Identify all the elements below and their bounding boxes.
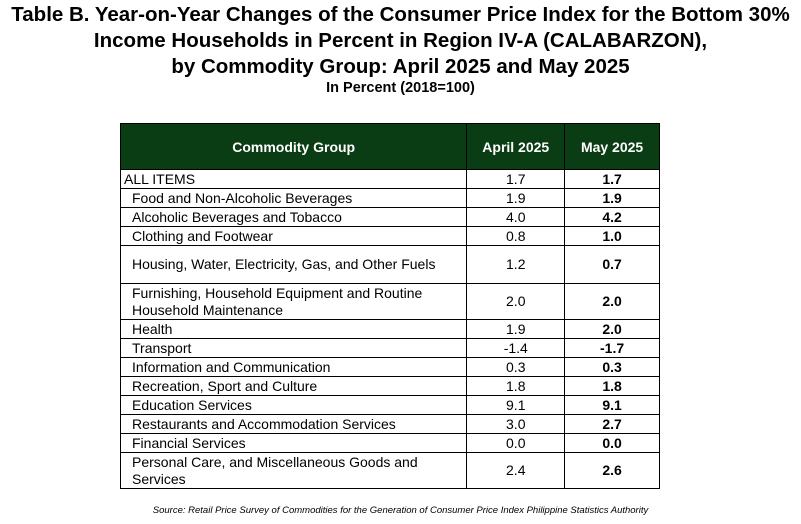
row-label: Furnishing, Household Equipment and Rout… (119, 283, 468, 320)
header-commodity-group: Commodity Group (119, 123, 468, 170)
header-row: Commodity Group April 2025 May 2025 (119, 123, 660, 170)
may-value: 9.1 (564, 395, 660, 415)
may-value: 1.9 (564, 188, 660, 208)
may-value: 2.0 (564, 319, 660, 339)
april-value: 9.1 (466, 395, 566, 415)
row-label: Transport (119, 338, 468, 358)
cpi-table: Commodity Group April 2025 May 2025 ALL … (119, 123, 660, 489)
may-value: 0.3 (564, 357, 660, 377)
table-subtitle: In Percent (2018=100) (326, 80, 475, 96)
table-title: Table B. Year-on-Year Changes of the Con… (0, 2, 801, 80)
row-label: Recreation, Sport and Culture (119, 376, 468, 396)
row-label: Alcoholic Beverages and Tobacco (119, 207, 468, 227)
april-value: 4.0 (466, 207, 566, 227)
april-value: 0.0 (466, 433, 566, 453)
april-value: 3.0 (466, 414, 566, 434)
row-label: Food and Non-Alcoholic Beverages (119, 188, 468, 208)
may-value: 0.0 (564, 433, 660, 453)
source-note: Source: Retail Price Survey of Commoditi… (152, 505, 649, 516)
table-row: Financial Services 0.0 0.0 (119, 433, 660, 453)
may-value: 2.7 (564, 414, 660, 434)
table-row: Recreation, Sport and Culture 1.8 1.8 (119, 376, 660, 396)
title-line-1: Table B. Year-on-Year Changes of the Con… (11, 3, 790, 26)
april-value: 0.3 (466, 357, 566, 377)
april-value: 1.9 (466, 188, 566, 208)
april-value: 2.4 (466, 452, 566, 489)
table-row: Information and Communication 0.3 0.3 (119, 357, 660, 377)
row-label: Personal Care, and Miscellaneous Goods a… (119, 452, 468, 489)
may-value: 1.8 (564, 376, 660, 396)
table-row: Alcoholic Beverages and Tobacco 4.0 4.2 (119, 207, 660, 227)
row-label: Health (119, 319, 468, 339)
row-label: Clothing and Footwear (119, 226, 468, 246)
table-row: Housing, Water, Electricity, Gas, and Ot… (119, 245, 660, 284)
table-row: Clothing and Footwear 0.8 1.0 (119, 226, 660, 246)
row-label: ALL ITEMS (119, 169, 468, 189)
table-row: Health 1.9 2.0 (119, 319, 660, 339)
table-row: Personal Care, and Miscellaneous Goods a… (119, 452, 660, 489)
may-value: 2.0 (564, 283, 660, 320)
table-row: Restaurants and Accommodation Services 3… (119, 414, 660, 434)
row-label: Education Services (119, 395, 468, 415)
header-april-2025: April 2025 (466, 123, 566, 170)
table-row: Furnishing, Household Equipment and Rout… (119, 283, 660, 320)
table-row: Education Services 9.1 9.1 (119, 395, 660, 415)
may-value: 4.2 (564, 207, 660, 227)
april-value: 1.2 (466, 245, 566, 284)
may-value: 2.6 (564, 452, 660, 489)
row-label: Information and Communication (119, 357, 468, 377)
april-value: 0.8 (466, 226, 566, 246)
april-value: 2.0 (466, 283, 566, 320)
row-label: Financial Services (119, 433, 468, 453)
table-row: ALL ITEMS 1.7 1.7 (119, 169, 660, 189)
may-value: 0.7 (564, 245, 660, 284)
may-value: 1.0 (564, 226, 660, 246)
april-value: 1.7 (466, 169, 566, 189)
table-row: Food and Non-Alcoholic Beverages 1.9 1.9 (119, 188, 660, 208)
row-label: Restaurants and Accommodation Services (119, 414, 468, 434)
title-line-2: Income Households in Percent in Region I… (93, 29, 708, 52)
april-value: 1.8 (466, 376, 566, 396)
title-line-3: by Commodity Group: April 2025 and May 2… (171, 55, 630, 78)
may-value: 1.7 (564, 169, 660, 189)
table-row: Transport -1.4 -1.7 (119, 338, 660, 358)
april-value: 1.9 (466, 319, 566, 339)
row-label: Housing, Water, Electricity, Gas, and Ot… (119, 245, 468, 284)
may-value: -1.7 (564, 338, 660, 358)
header-may-2025: May 2025 (564, 123, 660, 170)
april-value: -1.4 (466, 338, 566, 358)
